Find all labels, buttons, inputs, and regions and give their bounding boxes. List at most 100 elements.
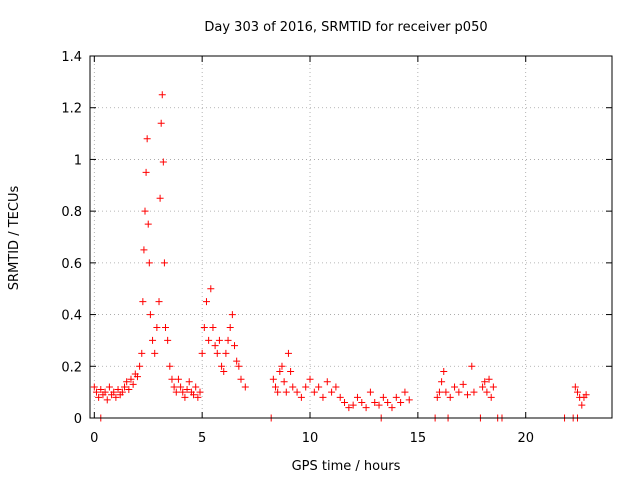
data-point [141, 207, 149, 215]
data-point [306, 375, 314, 383]
data-point [144, 220, 152, 228]
data-point [213, 349, 221, 357]
data-point [211, 342, 219, 350]
data-point [192, 383, 200, 391]
data-point [371, 398, 379, 406]
data-point [142, 168, 150, 176]
data-point [573, 388, 581, 396]
data-point [319, 393, 327, 401]
y-axis-label: SRMTID / TECUs [7, 186, 22, 291]
data-point [146, 311, 154, 319]
data-point [174, 375, 182, 383]
data-point [177, 383, 185, 391]
data-point [345, 404, 353, 412]
data-point [479, 383, 487, 391]
data-point [388, 404, 396, 412]
data-point [231, 342, 239, 350]
data-point [170, 383, 178, 391]
data-point [205, 336, 213, 344]
data-point [168, 375, 176, 383]
data-point [401, 388, 409, 396]
data-point [440, 367, 448, 375]
data-point [114, 386, 122, 394]
data-point [485, 375, 493, 383]
data-point [172, 388, 180, 396]
data-point [582, 391, 590, 399]
data-point [190, 391, 198, 399]
data-point [112, 393, 120, 401]
data-point [233, 357, 241, 365]
data-point [226, 324, 234, 331]
data-point [278, 362, 286, 370]
data-point [133, 373, 141, 381]
data-point [95, 393, 103, 401]
axis-ticks: 0 0.2 0.4 0.6 0.8 1 1.2 1.4 0 5 10 15 20 [61, 50, 612, 446]
data-point [215, 336, 223, 344]
data-point [155, 298, 163, 306]
data-point [145, 259, 153, 267]
x-axis-label: GPS time / hours [292, 459, 401, 474]
y-tick-label: 0.8 [61, 205, 82, 220]
data-point [139, 298, 147, 306]
y-tick-label: 1.2 [61, 102, 82, 117]
data-point [310, 388, 318, 396]
data-point [315, 383, 323, 391]
x-tick-label: 0 [90, 431, 98, 446]
data-point [140, 246, 148, 254]
data-point [97, 386, 105, 394]
data-point [282, 388, 290, 396]
data-point [481, 378, 489, 386]
data-point [161, 324, 169, 331]
data-point [166, 362, 174, 370]
data-point [332, 383, 340, 391]
y-tick-label: 0.6 [61, 257, 82, 272]
data-point [202, 298, 210, 306]
x-tick-label: 5 [198, 431, 206, 446]
data-point [578, 401, 586, 409]
data-point [164, 336, 172, 344]
data-point [228, 311, 236, 319]
data-point [156, 194, 164, 202]
data-point [405, 396, 413, 404]
data-point [379, 393, 387, 401]
data-point [151, 349, 159, 357]
data-point [224, 336, 232, 344]
y-tick-label: 0 [74, 412, 82, 427]
data-point [302, 383, 310, 391]
data-point [455, 388, 463, 396]
data-point [159, 158, 167, 166]
data-point [483, 388, 491, 396]
data-point [125, 386, 133, 394]
data-point [375, 401, 383, 409]
data-point [143, 135, 151, 143]
data-point [123, 378, 131, 386]
data-point [118, 388, 126, 396]
data-point [289, 383, 297, 391]
data-point [328, 388, 336, 396]
data-point [105, 383, 113, 391]
data-point [272, 383, 280, 391]
data-point [571, 383, 579, 391]
data-point [433, 393, 441, 401]
data-point [274, 388, 282, 396]
data-point [200, 324, 208, 331]
data-point [90, 383, 98, 391]
data-point [446, 393, 454, 401]
y-tick-label: 0.4 [61, 309, 82, 324]
data-point [353, 393, 361, 401]
data-point [392, 393, 400, 401]
data-point [463, 391, 471, 399]
data-points [90, 91, 590, 422]
data-point [218, 362, 226, 370]
data-point [287, 367, 295, 375]
x-tick-label: 10 [302, 431, 319, 446]
data-point [237, 375, 245, 383]
data-point [276, 367, 284, 375]
data-point [157, 119, 165, 127]
data-point [220, 367, 228, 375]
data-point [160, 259, 168, 267]
data-point [470, 388, 478, 396]
data-point [127, 375, 135, 383]
data-point [451, 383, 459, 391]
data-point [349, 401, 357, 409]
